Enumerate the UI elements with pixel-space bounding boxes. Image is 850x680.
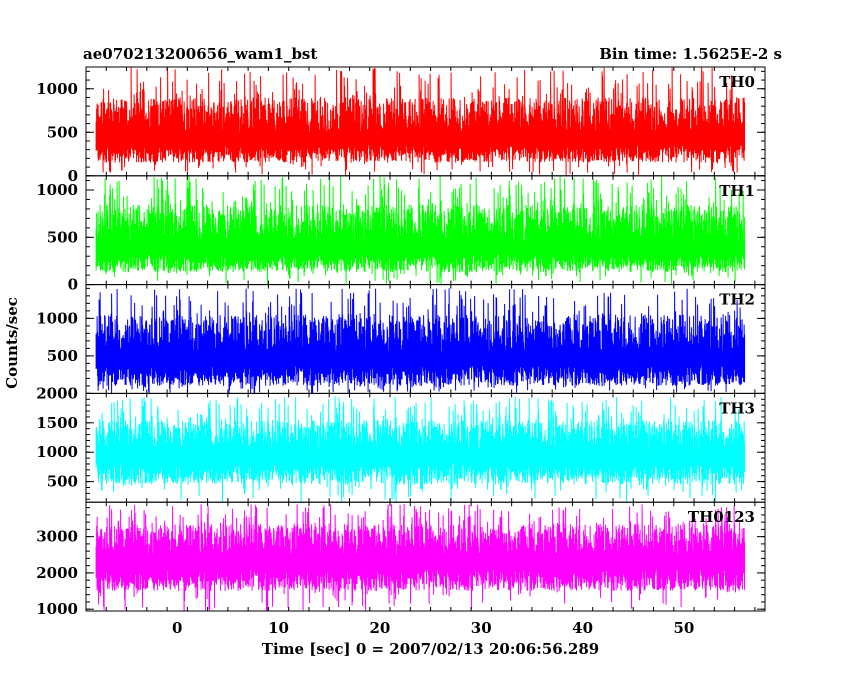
chart-title-right: Bin time: 1.5625E-2 s (599, 45, 782, 63)
series-line-th1 (95, 175, 746, 285)
y-tick-label: 1000 (36, 600, 78, 618)
x-tick-label: 10 (268, 619, 289, 637)
y-tick-label: 0 (68, 167, 78, 185)
y-tick-label: 1000 (36, 80, 78, 98)
chart-title-left: ae070213200656_wam1_bst (83, 45, 318, 63)
y-tick-label: 500 (47, 347, 78, 365)
panel-label: TH3 (719, 399, 755, 417)
series-line-th3 (95, 396, 746, 503)
y-tick-label: 500 (47, 228, 78, 246)
y-tick-label: 500 (47, 473, 78, 491)
y-tick-label: 1500 (36, 414, 78, 432)
panel-label: TH0 (719, 73, 755, 91)
x-tick-label: 30 (471, 619, 492, 637)
x-tick-label: 50 (673, 619, 694, 637)
y-tick-label: 1000 (36, 181, 78, 199)
y-tick-label: 2000 (36, 564, 78, 582)
panel-label: TH0123 (688, 508, 755, 526)
x-tick-label: 20 (369, 619, 390, 637)
y-tick-label: 500 (47, 123, 78, 141)
series-line-th0123 (95, 503, 746, 612)
y-tick-label: 1000 (36, 309, 78, 327)
panel-label: TH2 (719, 291, 755, 309)
x-tick-label: 40 (572, 619, 593, 637)
x-axis-label: Time [sec] 0 = 2007/02/13 20:06:56.289 (262, 640, 599, 658)
panel-label: TH1 (719, 182, 755, 200)
y-axis-label: Counts/sec (3, 297, 21, 389)
y-tick-label: 3000 (36, 528, 78, 546)
panel-th0123: 1000 2000 3000 TH0123 (36, 501, 766, 618)
y-tick-label: 0 (68, 276, 78, 294)
panel-th0: 0 500 1000 TH0 (36, 66, 766, 185)
panel-th3: 500 1000 1500 2000 TH3 (36, 384, 766, 503)
series-line-th0 (95, 67, 746, 176)
panel-th2: 500 1000 TH2 (36, 284, 766, 394)
y-tick-label: 1000 (36, 443, 78, 461)
x-tick-label: 0 (172, 619, 182, 637)
series-line-th2 (95, 288, 746, 394)
panel-frame (85, 501, 766, 612)
panel-th1: 0 500 1000 TH1 (36, 175, 766, 294)
y-tick-label: 2000 (36, 384, 78, 402)
